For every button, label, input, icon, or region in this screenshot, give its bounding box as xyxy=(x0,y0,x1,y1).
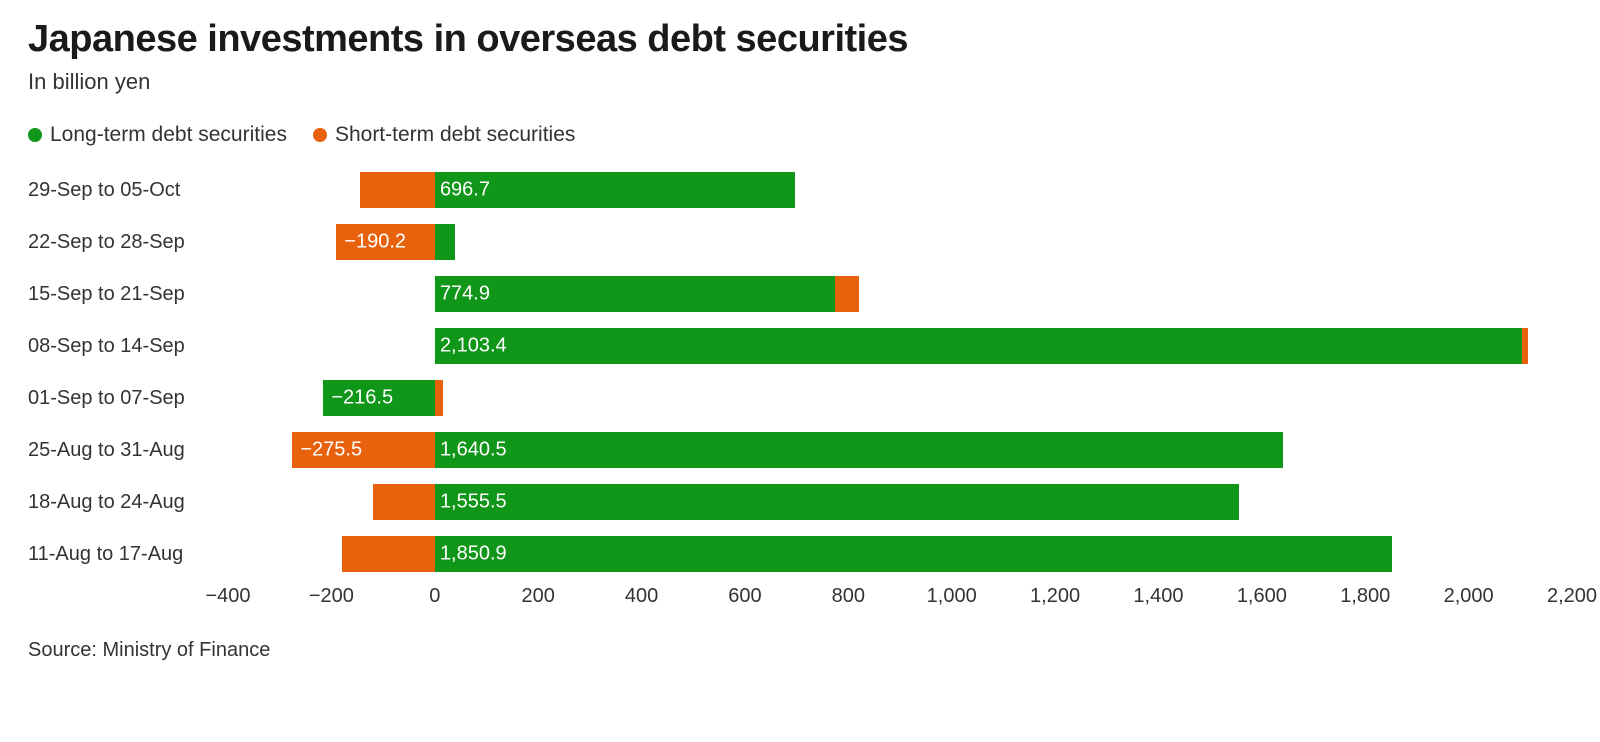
legend-label: Short-term debt securities xyxy=(335,123,575,147)
x-tick: 600 xyxy=(728,585,761,608)
bar-row: 18-Aug to 24-Aug1,555.5 xyxy=(28,481,1572,523)
bar-row: 25-Aug to 31-Aug1,640.5−275.5 xyxy=(28,429,1572,471)
gridline xyxy=(1572,169,1573,575)
bar-row: 22-Sep to 28-Sep−190.2 xyxy=(28,221,1572,263)
bar-plot: 696.7 xyxy=(228,169,1572,211)
x-tick: 0 xyxy=(429,585,440,608)
bar-row: 08-Sep to 14-Sep2,103.4 xyxy=(28,325,1572,367)
bar-short-term xyxy=(1522,328,1528,364)
chart-title: Japanese investments in overseas debt se… xyxy=(28,18,1572,61)
chart-plot-area: 29-Sep to 05-Oct696.722-Sep to 28-Sep−19… xyxy=(28,169,1572,613)
bar-short-term xyxy=(336,224,434,260)
y-category-label: 15-Sep to 21-Sep xyxy=(28,283,228,306)
x-tick: 800 xyxy=(832,585,865,608)
legend-swatch-long-term xyxy=(28,128,42,142)
bar-plot: 1,850.9 xyxy=(228,533,1572,575)
bar-short-term xyxy=(292,432,434,468)
bar-long-term xyxy=(435,172,795,208)
x-axis: −400 −200 0 200 400 600 800 1,000 1,200 1,400 1,60… xyxy=(28,585,1572,613)
bar-plot: −216.5 xyxy=(228,377,1572,419)
legend-item-long-term: Long-term debt securities xyxy=(28,123,287,147)
x-tick: 1,200 xyxy=(1030,585,1080,608)
legend: Long-term debt securities Short-term deb… xyxy=(28,123,1572,147)
bar-long-term xyxy=(435,224,456,260)
x-tick: 1,400 xyxy=(1133,585,1183,608)
bar-plot: 2,103.4 xyxy=(228,325,1572,367)
y-category-label: 01-Sep to 07-Sep xyxy=(28,387,228,410)
bar-short-term xyxy=(835,276,858,312)
bar-long-term xyxy=(435,328,1522,364)
bar-long-term xyxy=(435,276,836,312)
bar-long-term xyxy=(435,536,1392,572)
bar-short-term xyxy=(360,172,435,208)
legend-label: Long-term debt securities xyxy=(50,123,287,147)
x-tick: 400 xyxy=(625,585,658,608)
bar-long-term xyxy=(435,432,1283,468)
bar-plot: −190.2 xyxy=(228,221,1572,263)
x-tick: 1,600 xyxy=(1237,585,1287,608)
bar-short-term xyxy=(435,380,443,416)
chart-container: Japanese investments in overseas debt se… xyxy=(0,0,1600,742)
bar-plot: 774.9 xyxy=(228,273,1572,315)
x-tick: 2,000 xyxy=(1444,585,1494,608)
bar-long-term xyxy=(323,380,435,416)
y-category-label: 08-Sep to 14-Sep xyxy=(28,335,228,358)
bar-plot: 1,640.5−275.5 xyxy=(228,429,1572,471)
bar-row: 15-Sep to 21-Sep774.9 xyxy=(28,273,1572,315)
bar-row: 01-Sep to 07-Sep−216.5 xyxy=(28,377,1572,419)
x-tick: 2,200 xyxy=(1547,585,1597,608)
y-category-label: 22-Sep to 28-Sep xyxy=(28,231,228,254)
legend-swatch-short-term xyxy=(313,128,327,142)
bar-plot: 1,555.5 xyxy=(228,481,1572,523)
bar-row: 11-Aug to 17-Aug1,850.9 xyxy=(28,533,1572,575)
x-tick: −200 xyxy=(309,585,354,608)
bar-short-term xyxy=(342,536,435,572)
x-tick: 1,800 xyxy=(1340,585,1390,608)
chart-subtitle: In billion yen xyxy=(28,69,1572,95)
y-category-label: 11-Aug to 17-Aug xyxy=(28,543,228,566)
y-category-label: 29-Sep to 05-Oct xyxy=(28,179,228,202)
bar-short-term xyxy=(373,484,435,520)
bar-row: 29-Sep to 05-Oct696.7 xyxy=(28,169,1572,211)
y-category-label: 18-Aug to 24-Aug xyxy=(28,491,228,514)
bar-long-term xyxy=(435,484,1239,520)
x-tick: 200 xyxy=(521,585,554,608)
chart-source: Source: Ministry of Finance xyxy=(28,639,1572,662)
legend-item-short-term: Short-term debt securities xyxy=(313,123,575,147)
x-tick: −400 xyxy=(205,585,250,608)
y-category-label: 25-Aug to 31-Aug xyxy=(28,439,228,462)
x-tick: 1,000 xyxy=(927,585,977,608)
